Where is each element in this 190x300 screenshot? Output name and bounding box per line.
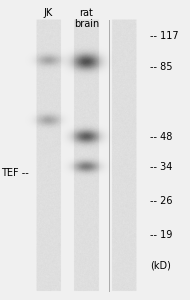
Text: TEF --: TEF -- (1, 167, 29, 178)
Text: JK: JK (44, 8, 53, 17)
Text: -- 26: -- 26 (150, 196, 173, 206)
Text: -- 117: -- 117 (150, 31, 179, 41)
Text: -- 85: -- 85 (150, 62, 173, 73)
Text: -- 34: -- 34 (150, 161, 173, 172)
Text: -- 48: -- 48 (150, 131, 173, 142)
Text: rat
brain: rat brain (74, 8, 99, 29)
Text: -- 19: -- 19 (150, 230, 173, 241)
Text: (kD): (kD) (150, 260, 171, 271)
